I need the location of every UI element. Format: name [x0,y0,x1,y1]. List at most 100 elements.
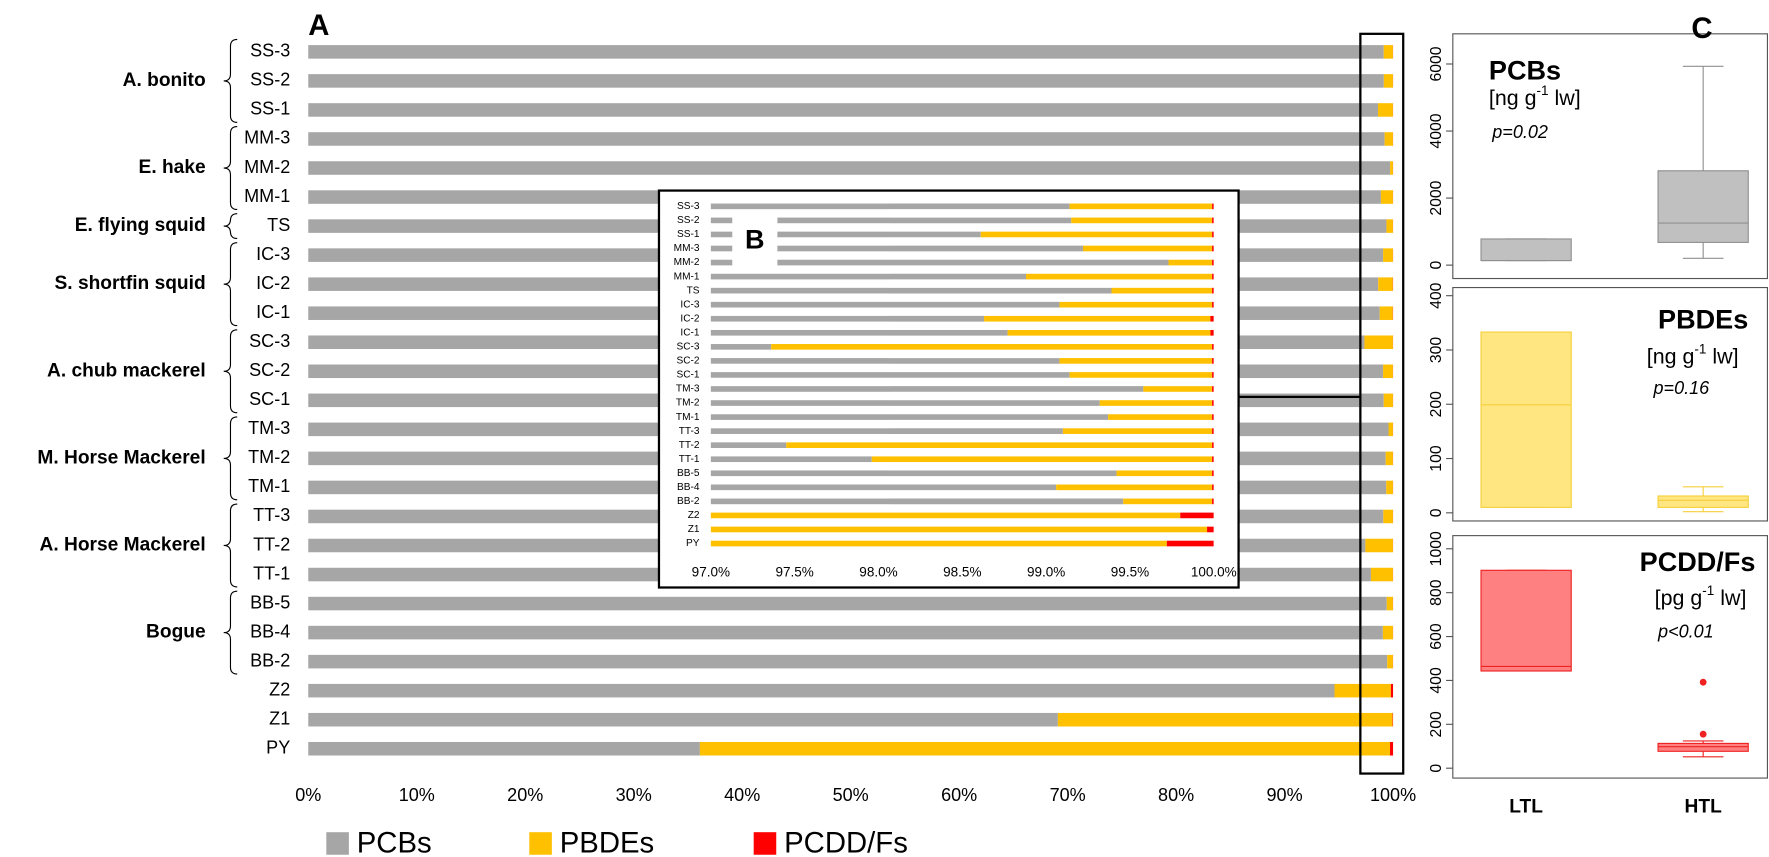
group-brace [223,213,238,240]
inset-bar-segment [871,456,1213,463]
inset-bar-segment [710,203,1070,210]
bar-segment [1383,248,1393,262]
unit-part: -1 [1537,83,1549,98]
y-tick-label: 0 [1428,764,1445,773]
inset-bars [710,203,1214,547]
inset-bar-segment [710,526,1208,533]
inset-category-label: Z1 [688,524,700,535]
unit-part: -1 [1702,583,1714,598]
inset-category-label: TM-1 [676,412,700,423]
y-tick-label: 2000 [1428,180,1445,215]
category-label: BB-4 [250,621,290,641]
category-label: Z1 [269,708,290,728]
inset-bar-segment [1212,301,1214,308]
bar-segment [308,45,1384,59]
bar-segment [308,132,1385,146]
group-brace [223,242,238,327]
category-label: TT-2 [253,534,290,554]
inset-bar-segment [984,315,1211,322]
x-tick-label: 40% [724,785,760,805]
bar-segment [1383,393,1393,408]
inset-x-tick-label: 98.5% [943,564,981,579]
inset-bar-segment [710,217,1072,224]
y-tick-label: 0 [1428,261,1445,270]
p-value: p=0.02 [1491,122,1548,142]
bar-segment [308,161,1391,175]
unit-label: [ng g-1 lw] [1489,83,1581,110]
group-label: A. Horse Mackerel [40,535,206,556]
bar-segment [1380,190,1393,204]
inset-bar-segment [1210,315,1214,322]
inset-bar-segment [710,428,1063,434]
inset-bar-segment [1212,344,1214,350]
bar-segment [1383,509,1393,524]
inset-bar-segment [710,372,1070,378]
category-label: BB-2 [250,650,290,670]
y-tick-label: 0 [1428,508,1445,517]
inset-bar-segment [1212,245,1214,252]
inset-category-label: TM-2 [676,398,700,409]
inset-category-label: TT-1 [679,454,700,465]
legend-swatch [753,832,777,855]
bar-segment [1377,103,1393,117]
x-tick-label: 0% [295,785,321,805]
inset-bar-segment [1212,498,1214,505]
legend-label: PCDD/Fs [784,826,908,857]
unit-label: [pg g-1 lw] [1655,583,1747,610]
inset-bar-segment [1166,540,1214,547]
panel-label: C [1691,12,1712,45]
category-label: TT-3 [253,505,290,525]
bar-segment [1370,567,1393,582]
inset-bar-segment [1062,428,1213,434]
unit-part: [pg g [1655,585,1703,609]
inset-bar-segment [1059,301,1213,308]
inset-bar-segment [1007,329,1211,336]
inset-bar-segment [1143,386,1213,392]
inset-bar-segment [710,470,1117,477]
bar-segment [1383,364,1393,379]
inset-bar-segment [710,442,787,448]
category-label: SS-1 [250,99,290,119]
unit-part: -1 [1694,342,1706,357]
inset-x-tick-label: 97.0% [692,564,730,579]
inset-x-tick-label: 99.5% [1111,564,1149,579]
y-tick-label: 4000 [1428,113,1445,148]
group-brace [223,416,238,501]
inset-bar-segment [1123,498,1213,505]
inset-bar-segment [710,273,1027,280]
inset-bar-segment [1212,203,1214,210]
box-title: PCDD/Fs [1640,547,1756,577]
inset-x-tick-label: 100.0% [1191,564,1237,579]
inset-bar-segment [1180,512,1214,519]
category-label: IC-1 [256,302,290,322]
inset-category-label: IC-2 [680,313,699,324]
inset-bar-segment [1111,287,1213,294]
x-category-label: HTL [1685,796,1723,817]
inset-bar-segment [1026,273,1213,280]
inset-label: B [745,224,765,254]
inset-bar-segment [1069,372,1213,378]
group-label: E. flying squid [75,215,206,236]
bar-segment [1365,538,1393,553]
panel-label: A [308,9,329,42]
category-label: SC-3 [249,331,290,351]
x-tick-label: 70% [1050,785,1086,805]
inset-bar-segment [980,231,1213,238]
bar-segment [1385,451,1393,466]
y-tick-label: 200 [1428,391,1445,418]
y-tick-label: 800 [1428,579,1445,606]
p-value: p=0.16 [1653,378,1711,398]
box-title: PCBs [1489,55,1561,85]
category-label: TM-3 [248,418,290,438]
bar-segment [1382,625,1393,640]
y-tick-label: 200 [1428,711,1445,738]
bar-segment [308,712,1058,727]
x-tick-label: 80% [1158,785,1194,805]
bar-segment [308,74,1384,88]
panel-frame [1452,535,1768,779]
inset-bar-segment [1212,484,1214,491]
bar-segment [1378,277,1393,291]
inset-bar-segment [710,386,1144,392]
unit-part: [ng g [1489,86,1537,110]
inset-bar-segment [710,245,1084,252]
